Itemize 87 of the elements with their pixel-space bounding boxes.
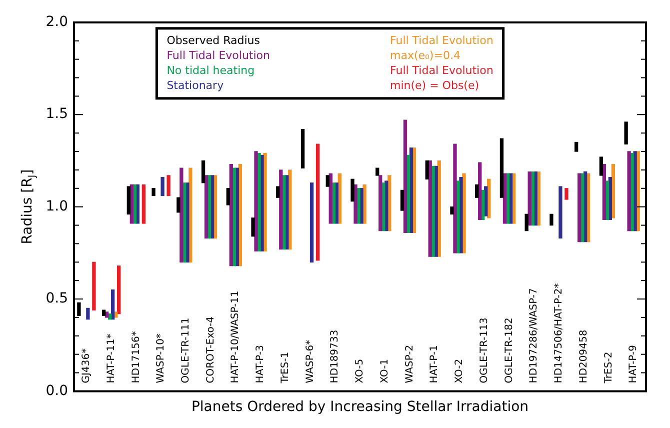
bar xyxy=(86,308,90,320)
bar xyxy=(160,176,164,196)
bar xyxy=(142,184,146,224)
bar xyxy=(102,310,106,316)
x-tick-label: HD197286/WASP-7 xyxy=(528,288,540,384)
bar xyxy=(180,168,184,262)
x-tick-label: WASP-6* xyxy=(304,340,316,384)
bar xyxy=(602,164,606,220)
x-tick-label: WASP-10* xyxy=(156,334,167,384)
bar xyxy=(376,168,380,176)
bar xyxy=(558,186,562,238)
bar xyxy=(110,289,115,320)
x-tick-label: HD17156* xyxy=(130,331,142,384)
y-axis-title: Radius [RJ] xyxy=(20,169,38,244)
x-tick-label: XO-2 xyxy=(454,358,466,384)
bar xyxy=(425,160,429,180)
bar xyxy=(577,173,582,242)
bar xyxy=(326,175,330,187)
bar xyxy=(201,160,206,184)
text: Observed Radius xyxy=(166,34,260,47)
bar xyxy=(166,175,170,196)
bar xyxy=(627,151,631,232)
x-tick-label: HAT-P-3 xyxy=(255,345,266,384)
x-tick-label: OGLE-TR-113 xyxy=(478,318,490,384)
x-tick-label: HD209458 xyxy=(578,330,590,384)
x-tick-label: HAT-P-1 xyxy=(429,345,440,384)
bar xyxy=(400,190,404,211)
y-tick-label: 0.5 xyxy=(46,290,68,307)
bar xyxy=(475,184,479,198)
text: Full Tidal Evolution xyxy=(166,48,270,62)
x-tick-label: HAT-P-10/WASP-11 xyxy=(230,290,242,384)
x-tick-label: WASP-2 xyxy=(404,344,416,384)
x-tick-label: HAT-P-11* xyxy=(106,334,117,384)
bar xyxy=(574,142,578,152)
text: Full Tidal Evolution min(e) = Obs(e) xyxy=(390,64,494,92)
bar xyxy=(316,144,320,261)
x-tick-label: TrES-2 xyxy=(603,352,614,384)
bar xyxy=(279,170,283,250)
y-tick-label: 0.0 xyxy=(46,382,68,399)
text: No tidal heating xyxy=(166,64,255,77)
x-tick-label: HD189733 xyxy=(330,330,341,384)
bar xyxy=(328,173,332,224)
y-tick-label: 1.5 xyxy=(46,106,68,122)
bar xyxy=(251,218,255,237)
bar xyxy=(310,182,314,262)
bar xyxy=(204,175,208,238)
bar xyxy=(599,156,604,176)
x-tick-label: HAT-P-9 xyxy=(628,345,640,384)
x-tick-label: COROT-Exo-4 xyxy=(205,316,216,384)
y-tick-label: 2.0 xyxy=(46,14,68,30)
bar xyxy=(116,265,121,314)
x-tick-label: XO-5 xyxy=(354,358,366,384)
y-tick-label: 1.0 xyxy=(46,198,68,214)
bar xyxy=(428,160,432,257)
text: Stationary xyxy=(166,78,224,92)
bar xyxy=(354,184,358,224)
bar xyxy=(276,186,280,198)
bar xyxy=(350,178,354,202)
bar xyxy=(564,188,568,200)
x-tick-label: TrES-1 xyxy=(280,352,291,384)
bar xyxy=(226,188,230,206)
x-tick-label: OGLE-TR-182 xyxy=(504,318,515,384)
bar xyxy=(453,144,457,254)
bar xyxy=(550,214,554,226)
bar xyxy=(152,188,156,196)
bar xyxy=(378,175,382,232)
bar xyxy=(624,122,628,144)
bar xyxy=(528,171,532,226)
x-tick-label: XO-1 xyxy=(379,358,390,384)
bar xyxy=(126,186,131,215)
bar xyxy=(524,214,528,232)
x-tick-label: OGLE-TR-111 xyxy=(180,318,192,384)
x-tick-label: HD147506/HAT-P-2* xyxy=(554,283,565,384)
text: Full Tidal Evolution max(e₀)=0.4 xyxy=(390,34,494,62)
x-tick-label: GJ436* xyxy=(81,348,92,384)
bar xyxy=(254,151,258,252)
bar xyxy=(403,120,408,233)
bar xyxy=(229,164,233,266)
bar xyxy=(104,312,109,318)
bar xyxy=(300,129,305,168)
x-axis-title: Planets Ordered by Increasing Stellar Irradiation xyxy=(191,399,529,416)
bar xyxy=(92,262,96,310)
bar xyxy=(77,302,81,316)
bar xyxy=(500,138,504,198)
bar xyxy=(478,162,482,220)
bar xyxy=(450,206,454,215)
bar xyxy=(176,197,180,213)
